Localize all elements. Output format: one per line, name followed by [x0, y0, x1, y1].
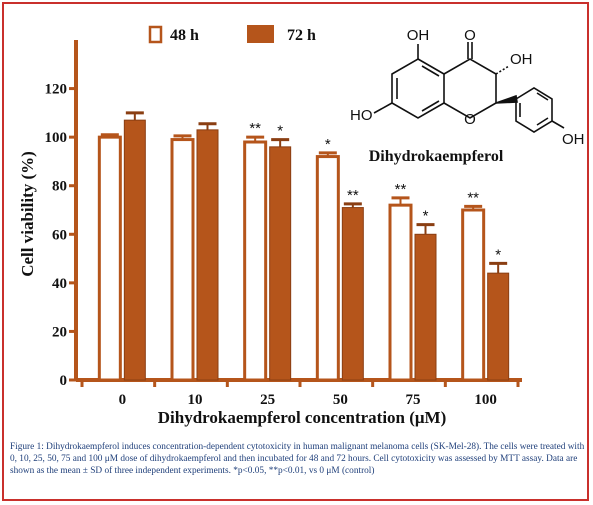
figure-frame: 0 20 40 60 80 100 120 0 10 25 50 75 100 ** * * ** ** * ** *…: [2, 2, 589, 501]
bar-48h: [461, 208, 486, 382]
significance-marker: **: [395, 181, 407, 198]
structure-labels: OH O OH HO O OH Dihydrokaempferol: [350, 27, 585, 165]
ring-b-double-bonds: [519, 92, 549, 126]
label-4prime-oh: OH: [562, 131, 585, 148]
y-tick-label: 40: [52, 276, 67, 292]
bar-72h: [414, 233, 437, 381]
y-tick-label: 120: [45, 82, 68, 98]
wedge-bond: [495, 94, 518, 104]
figure-caption: Figure 1: Dihydrokaempferol induces conc…: [10, 442, 585, 477]
bar-48h: [170, 138, 195, 382]
x-tick-label: 10: [188, 392, 203, 408]
bars: ** **** ******: [97, 111, 510, 382]
dihydrokaempferol-structure: [373, 42, 565, 133]
label-ring-o: O: [464, 111, 476, 128]
legend-label-48h: 48 h: [170, 27, 199, 44]
x-tick-label: 100: [474, 392, 497, 408]
label-5-oh: OH: [407, 27, 430, 44]
axes: 0 20 40 60 80 100 120 0 10 25 50 75 100: [45, 40, 522, 408]
bar-72h: [196, 129, 219, 381]
significance-marker: **: [249, 120, 261, 137]
carbonyl-bond: [467, 42, 473, 59]
x-tick-label: 0: [119, 392, 127, 408]
bar-48h: [315, 155, 340, 382]
bar-72h: [269, 146, 292, 381]
x-tick-label: 50: [333, 392, 348, 408]
bond-7-oh: [373, 102, 393, 114]
bond-4prime-oh: [551, 120, 565, 129]
bar-72h: [123, 119, 146, 381]
y-axis-title: Cell viability (%): [18, 151, 37, 277]
legend: 48 h 72 h: [148, 25, 316, 44]
significance-marker: **: [347, 187, 359, 204]
significance-marker: *: [423, 208, 429, 225]
y-tick-label: 20: [52, 324, 67, 340]
significance-marker: *: [495, 246, 501, 263]
label-carbonyl-o: O: [464, 27, 476, 44]
ring-b: [515, 87, 553, 133]
y-tick-label: 80: [52, 179, 67, 195]
x-tick-label: 75: [406, 392, 421, 408]
label-3-oh: OH: [510, 51, 533, 68]
y-tick-label: 60: [52, 227, 67, 243]
structure-name: Dihydrokaempferol: [369, 148, 504, 165]
bar-72h: [487, 272, 510, 381]
ring-a-double-bonds: [396, 65, 440, 112]
legend-label-72h: 72 h: [287, 27, 316, 44]
bar-48h: [243, 140, 268, 382]
x-axis-title: Dihydrokaempferol concentration (μM): [158, 408, 447, 427]
significance-marker: *: [325, 136, 331, 153]
significance-marker: *: [277, 123, 283, 140]
ring-a: [391, 58, 445, 119]
bar-48h: [97, 135, 122, 382]
ring-c: [443, 58, 497, 119]
bond-3-oh: [495, 65, 510, 75]
y-tick-label: 0: [60, 373, 68, 389]
x-tick-label: 25: [260, 392, 275, 408]
y-tick-label: 100: [45, 130, 68, 146]
bar-48h: [388, 203, 413, 382]
label-7-ho: HO: [350, 107, 373, 124]
legend-swatch-48h: [148, 25, 163, 44]
legend-swatch-72h: [247, 25, 274, 43]
bar-72h: [341, 207, 364, 381]
significance-marker: **: [467, 189, 479, 206]
